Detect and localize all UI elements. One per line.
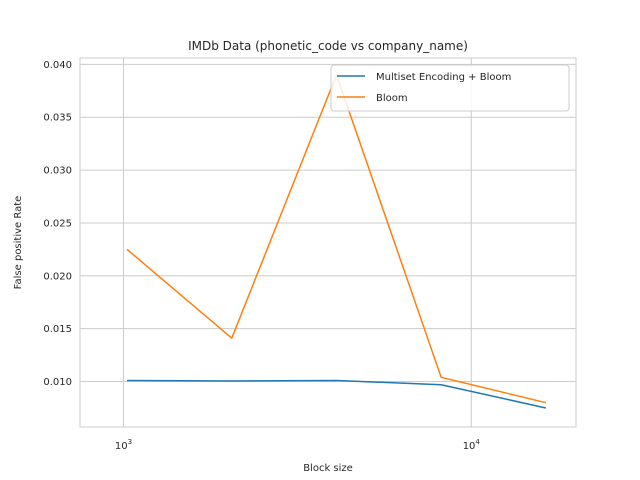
- plot-frame: [79, 57, 577, 428]
- legend: Multiset Encoding + Bloom Bloom: [330, 64, 570, 112]
- y-tick-label: 0.010: [43, 377, 72, 388]
- y-tick-label: 0.020: [43, 271, 72, 282]
- y-tick-label: 0.030: [43, 166, 72, 177]
- x-tick-label: 103: [115, 438, 132, 452]
- legend-box: [330, 64, 570, 112]
- y-tick-label: 0.025: [43, 218, 72, 229]
- y-tick-label: 0.015: [43, 324, 72, 335]
- y-axis-ticks: 0.010 0.015 0.020 0.025 0.030 0.035 0.040: [43, 60, 72, 388]
- x-axis-ticks: 103 104: [115, 438, 481, 452]
- grid: [80, 58, 576, 427]
- series-line-0: [127, 379, 547, 409]
- legend-label-multiset: Multiset Encoding + Bloom: [376, 72, 511, 83]
- plot-background: [80, 58, 576, 427]
- legend-label-bloom: Bloom: [376, 93, 408, 104]
- chart-title: IMDb Data (phonetic_code vs company_name…: [188, 39, 468, 53]
- y-axis-label: False positive Rate: [13, 196, 24, 290]
- x-axis-label: Block size: [303, 463, 353, 474]
- x-tick-label: 104: [463, 438, 481, 452]
- y-tick-label: 0.040: [43, 60, 72, 71]
- y-tick-label: 0.035: [43, 113, 72, 124]
